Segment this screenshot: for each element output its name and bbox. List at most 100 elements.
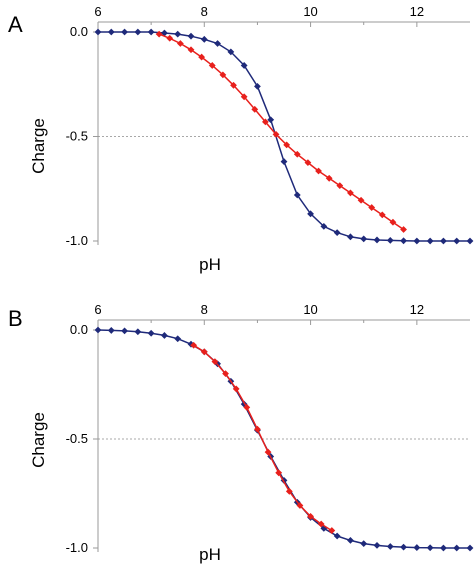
panel-b-series-red-point bbox=[264, 448, 272, 456]
panel-b-series-red-point bbox=[211, 358, 219, 366]
panel-a-series-blue-point bbox=[240, 62, 248, 69]
panel-a-series-red-point bbox=[400, 226, 407, 233]
panel-b-x-tick-label: 10 bbox=[303, 302, 317, 317]
panel-a-series-blue-point bbox=[466, 237, 474, 245]
panel-b-x-tick-label: 8 bbox=[201, 302, 208, 317]
panel-a-x-tick-label: 12 bbox=[410, 4, 424, 19]
panel-b-series-red-point bbox=[254, 425, 261, 433]
panel-b-ylabel: Charge bbox=[29, 412, 48, 468]
panel-a-series-red-point bbox=[315, 167, 322, 175]
panel-a-series-blue-point bbox=[254, 82, 261, 90]
panel-a-series-red-point bbox=[325, 174, 333, 182]
panel-a-series-red-point bbox=[293, 150, 301, 158]
panel-a-series-blue-point bbox=[426, 237, 434, 245]
panel-b-series-red-point bbox=[200, 348, 208, 356]
panel-b-series-blue-point bbox=[134, 328, 142, 336]
panel-a: A Charge pH 6 8 10 12 0.0 -0.5 -1.0 bbox=[8, 4, 474, 274]
panel-a-series-red-point bbox=[378, 211, 386, 219]
panel-a-series-red-point bbox=[389, 218, 397, 226]
panel-a-series-red-point bbox=[262, 118, 269, 126]
panel-a-x-tick-label: 10 bbox=[303, 4, 317, 19]
panel-a-series-blue-point bbox=[174, 30, 182, 38]
panel-b-series-blue-point bbox=[121, 327, 128, 335]
panel-b: B Charge pH 6 8 10 12 0.0 -0.5 -1.0 bbox=[8, 302, 474, 564]
panel-b-series-red-line bbox=[193, 344, 333, 532]
panel-b-series-blue-point bbox=[426, 544, 434, 552]
panel-b-y-tick-label: -1.0 bbox=[66, 540, 88, 555]
panel-b-series-blue-point bbox=[413, 544, 421, 551]
panel-a-series-red-point bbox=[272, 131, 280, 138]
panel-b-series-red-point bbox=[243, 403, 251, 411]
panel-a-series-red-point bbox=[368, 204, 376, 211]
panel-a-series-blue-point bbox=[147, 28, 155, 36]
panel-a-series-blue-point bbox=[360, 235, 368, 243]
panel-b-series-blue-point bbox=[373, 541, 381, 549]
panel-a-ylabel: Charge bbox=[29, 118, 48, 174]
panel-a-series-blue-point bbox=[400, 237, 407, 245]
panel-a-series-red-point bbox=[304, 159, 312, 167]
panel-b-series-red-point bbox=[222, 370, 229, 377]
panel-b-series-blue-point bbox=[360, 540, 368, 548]
panel-b-letter: B bbox=[8, 306, 23, 331]
panel-b-series-blue-point bbox=[333, 532, 341, 540]
panel-b-series-blue-point bbox=[147, 329, 155, 337]
panel-a-series-red-point bbox=[166, 34, 174, 42]
panel-b-x-tick-label: 12 bbox=[410, 302, 424, 317]
panel-b-series-blue-point bbox=[347, 536, 354, 544]
panel-b-series-red-point bbox=[190, 341, 198, 349]
panel-a-series-red-point bbox=[347, 189, 354, 197]
panel-a-series-blue-point bbox=[413, 237, 421, 245]
panel-b-series-red-point bbox=[328, 527, 336, 534]
panel-a-series-red-point bbox=[240, 93, 248, 101]
panel-b-series-red-point bbox=[307, 512, 314, 520]
panel-a-series-red-point bbox=[336, 182, 344, 190]
panel-b-series-red-point bbox=[275, 469, 283, 477]
panel-b-series-red-point bbox=[317, 520, 325, 528]
panel-a-series-red-point bbox=[283, 141, 291, 149]
panel-b-series-red-point bbox=[296, 502, 304, 509]
panel-a-series-blue-point bbox=[187, 32, 195, 40]
panel-b-y-tick-label: -0.5 bbox=[66, 431, 88, 446]
panel-a-series-red-point bbox=[208, 62, 216, 69]
panel-a-series-blue-point bbox=[161, 29, 168, 37]
panel-a-letter: A bbox=[8, 12, 23, 37]
panel-a-x-tick-label: 8 bbox=[201, 4, 208, 19]
panel-a-series-blue-point bbox=[440, 237, 447, 245]
panel-a-series-red-point bbox=[176, 40, 184, 47]
panel-a-xlabel: pH bbox=[199, 255, 221, 274]
panel-b-series-blue-point bbox=[440, 544, 447, 552]
panel-a-series-blue-point bbox=[267, 116, 275, 124]
panel-a-series-red-point bbox=[357, 196, 365, 204]
panel-a-series-red-point bbox=[155, 30, 163, 38]
panel-b-series-blue-point bbox=[466, 544, 474, 552]
panel-b-series-blue-point bbox=[280, 477, 288, 484]
panel-b-series-blue-point bbox=[400, 543, 407, 551]
panel-a-y-tick-label: -0.5 bbox=[66, 129, 88, 144]
panel-b-series-red-point bbox=[285, 487, 293, 495]
panel-a-x-tick-label: 6 bbox=[94, 4, 101, 19]
panel-a-series-red-point bbox=[187, 46, 195, 54]
panel-a-y-tick-label: -1.0 bbox=[66, 233, 88, 248]
panel-a-series-red-point bbox=[251, 105, 259, 113]
panel-a-series-blue-point bbox=[386, 236, 394, 244]
panel-a-series-blue-point bbox=[200, 35, 208, 43]
panel-b-series-blue-point bbox=[174, 335, 182, 343]
panel-a-series-red-point bbox=[219, 71, 227, 79]
panel-b-series-blue-point bbox=[161, 332, 168, 339]
panel-a-series-red-point bbox=[198, 53, 206, 61]
panel-a-series-blue-point bbox=[94, 28, 102, 36]
panel-a-series-blue-point bbox=[320, 222, 328, 230]
panel-a-series-blue-point bbox=[227, 48, 235, 56]
panel-b-series-blue-point bbox=[94, 326, 102, 334]
panel-b-series-blue-point bbox=[107, 327, 115, 334]
panel-a-series-blue-point bbox=[333, 229, 341, 237]
panel-a-series-blue-point bbox=[134, 28, 142, 36]
panel-a-series-blue-point bbox=[453, 237, 461, 245]
panel-b-series-red-point bbox=[232, 385, 240, 393]
panel-a-series-blue-point bbox=[107, 28, 115, 36]
panel-a-series-red-line bbox=[158, 33, 405, 231]
panel-b-series-blue-point bbox=[453, 544, 461, 552]
panel-b-series-blue-point bbox=[386, 543, 394, 550]
panel-a-series-blue-point bbox=[373, 236, 381, 244]
